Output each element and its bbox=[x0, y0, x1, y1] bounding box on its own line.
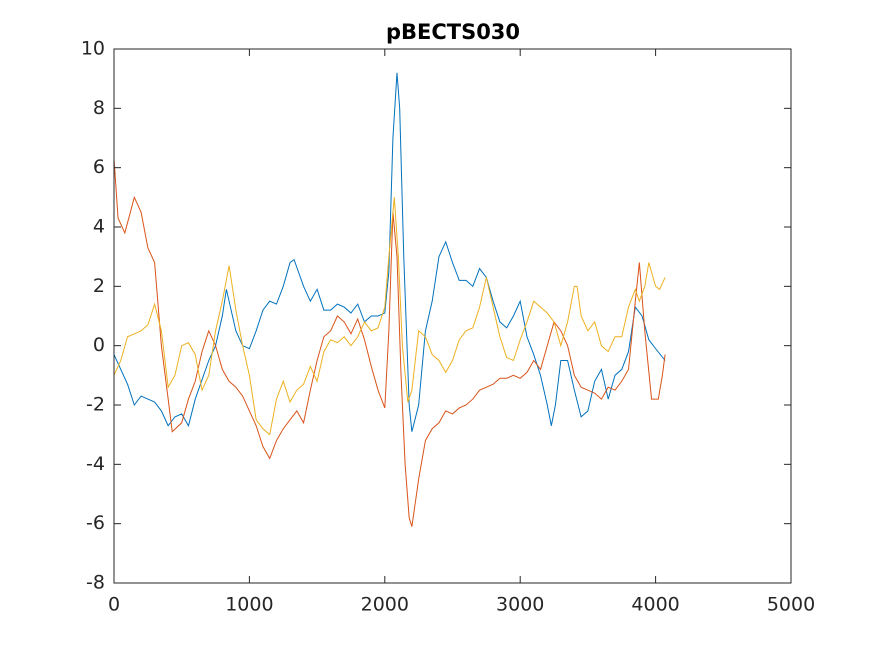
x-tick-label: 5000 bbox=[767, 594, 815, 616]
data-line bbox=[113, 158, 666, 527]
y-tick-label: 10 bbox=[81, 38, 105, 60]
y-tick-label: -8 bbox=[86, 572, 105, 594]
x-tick-label: 4000 bbox=[631, 594, 679, 616]
y-tick-label: -4 bbox=[86, 453, 105, 475]
data-line bbox=[113, 197, 666, 436]
y-tick-label: 0 bbox=[93, 334, 105, 356]
x-tick-label: 3000 bbox=[496, 594, 544, 616]
y-tick-label: 8 bbox=[93, 97, 105, 119]
data-line bbox=[113, 72, 666, 432]
y-tick-label: -2 bbox=[86, 394, 105, 416]
x-tick-label: 0 bbox=[108, 594, 120, 616]
y-tick-label: 2 bbox=[93, 275, 105, 297]
y-tick-label: -6 bbox=[86, 512, 105, 534]
x-tick-label: 1000 bbox=[225, 594, 273, 616]
axes-box bbox=[113, 48, 792, 584]
y-tick-label: 6 bbox=[93, 156, 105, 178]
y-tick-label: 4 bbox=[93, 216, 105, 238]
chart-title: pBECTS030 bbox=[386, 20, 520, 44]
x-tick-label: 2000 bbox=[361, 594, 409, 616]
